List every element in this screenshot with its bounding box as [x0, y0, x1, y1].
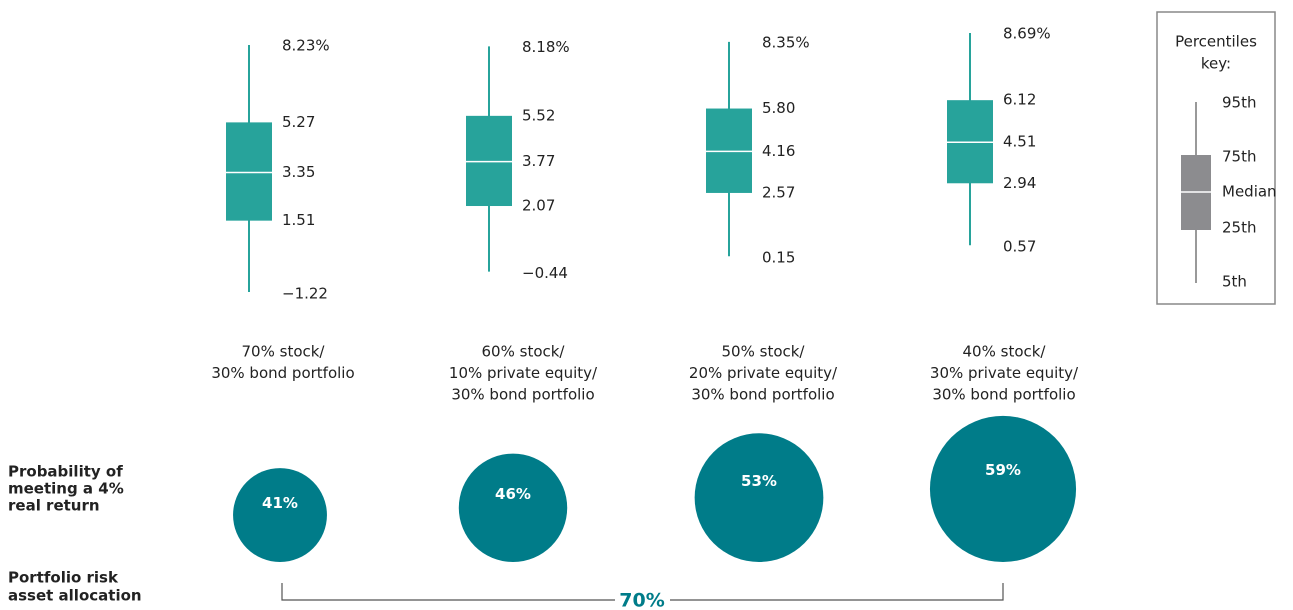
category-label: 30% bond portfolio [211, 364, 354, 382]
category-label: 30% bond portfolio [451, 386, 594, 404]
bubble-label: 53% [741, 472, 777, 490]
category-label: 40% stock/ [963, 343, 1047, 361]
category-label: 50% stock/ [722, 343, 806, 361]
row-label: real return [8, 497, 100, 515]
value-label: 3.77 [522, 152, 555, 170]
key-label: 95th [1222, 94, 1256, 112]
value-label: 8.69% [1003, 25, 1051, 43]
value-label: 4.16 [762, 142, 795, 160]
bubble [233, 468, 327, 562]
category-label: 30% bond portfolio [691, 386, 834, 404]
category-label: 60% stock/ [482, 343, 566, 361]
key-title: key: [1201, 55, 1231, 73]
value-label: 8.23% [282, 37, 330, 55]
value-label: 6.12 [1003, 91, 1036, 109]
bubble-label: 59% [985, 461, 1021, 479]
key-frame [1156, 11, 1276, 305]
category-label: 10% private equity/ [449, 364, 598, 382]
bubble [929, 415, 1077, 562]
key-label: 5th [1222, 273, 1247, 291]
category-label: 20% private equity/ [689, 364, 838, 382]
key-label: 25th [1222, 219, 1256, 237]
bubble-label: 46% [495, 485, 531, 503]
bracket-label: 70% [619, 590, 664, 610]
value-label: 2.94 [1003, 174, 1036, 192]
bubble [458, 453, 568, 562]
bubble-label: 41% [262, 494, 298, 512]
value-label: 1.51 [282, 211, 315, 229]
category-label: 70% stock/ [242, 343, 326, 361]
row-label: meeting a 4% [8, 480, 124, 498]
value-label: 5.80 [762, 99, 795, 117]
value-label: 0.57 [1003, 238, 1036, 256]
row-label: Portfolio risk [8, 569, 119, 587]
bracket [281, 583, 1004, 601]
box [226, 122, 272, 221]
value-label: 4.51 [1003, 133, 1036, 151]
category-label: 30% private equity/ [930, 364, 1079, 382]
key-label: 75th [1222, 148, 1256, 166]
value-label: 5.27 [282, 113, 315, 131]
row-label: Probability of [8, 463, 123, 481]
value-label: 2.07 [522, 197, 555, 215]
bubble [694, 433, 824, 562]
value-label: 5.52 [522, 106, 555, 124]
value-label: −0.44 [522, 264, 568, 282]
category-label: 30% bond portfolio [932, 386, 1075, 404]
row-label: asset allocation [8, 587, 142, 605]
key-label: Median [1222, 183, 1277, 201]
value-label: 3.35 [282, 163, 315, 181]
value-label: 0.15 [762, 249, 795, 267]
value-label: −1.22 [282, 285, 328, 303]
value-label: 8.35% [762, 33, 810, 51]
key-title: Percentiles [1175, 33, 1257, 51]
value-label: 8.18% [522, 38, 570, 56]
value-label: 2.57 [762, 183, 795, 201]
